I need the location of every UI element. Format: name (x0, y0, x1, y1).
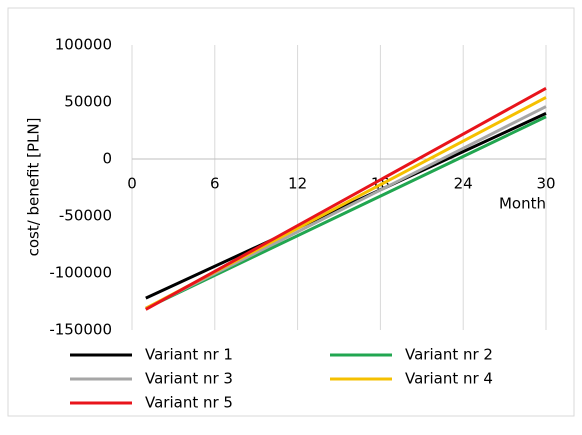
y-tick-label: 100000 (55, 36, 112, 54)
x-axis-label: Month (499, 195, 546, 213)
y-tick-label: 0 (102, 150, 112, 168)
legend-label: Variant nr 3 (145, 370, 233, 388)
series-line (145, 87, 547, 311)
series-line (145, 112, 547, 300)
x-tick-label: 30 (536, 175, 555, 193)
x-tick-label: 12 (288, 175, 307, 193)
y-axis-label: cost/ benefit [PLN] (25, 118, 43, 257)
y-tick-label: -150000 (49, 321, 112, 339)
series-line (145, 115, 547, 310)
legend-label: Variant nr 4 (405, 370, 493, 388)
x-tick-label: 6 (210, 175, 220, 193)
chart-frame (7, 7, 575, 417)
x-tick-label: 0 (127, 175, 137, 193)
y-tick-label: 50000 (64, 93, 112, 111)
x-tick-label: 24 (454, 175, 473, 193)
y-tick-label: -100000 (49, 264, 112, 282)
y-tick-label: -50000 (59, 207, 112, 225)
legend-label: Variant nr 1 (145, 346, 233, 364)
legend-label: Variant nr 2 (405, 346, 493, 364)
legend-label: Variant nr 5 (145, 394, 233, 412)
